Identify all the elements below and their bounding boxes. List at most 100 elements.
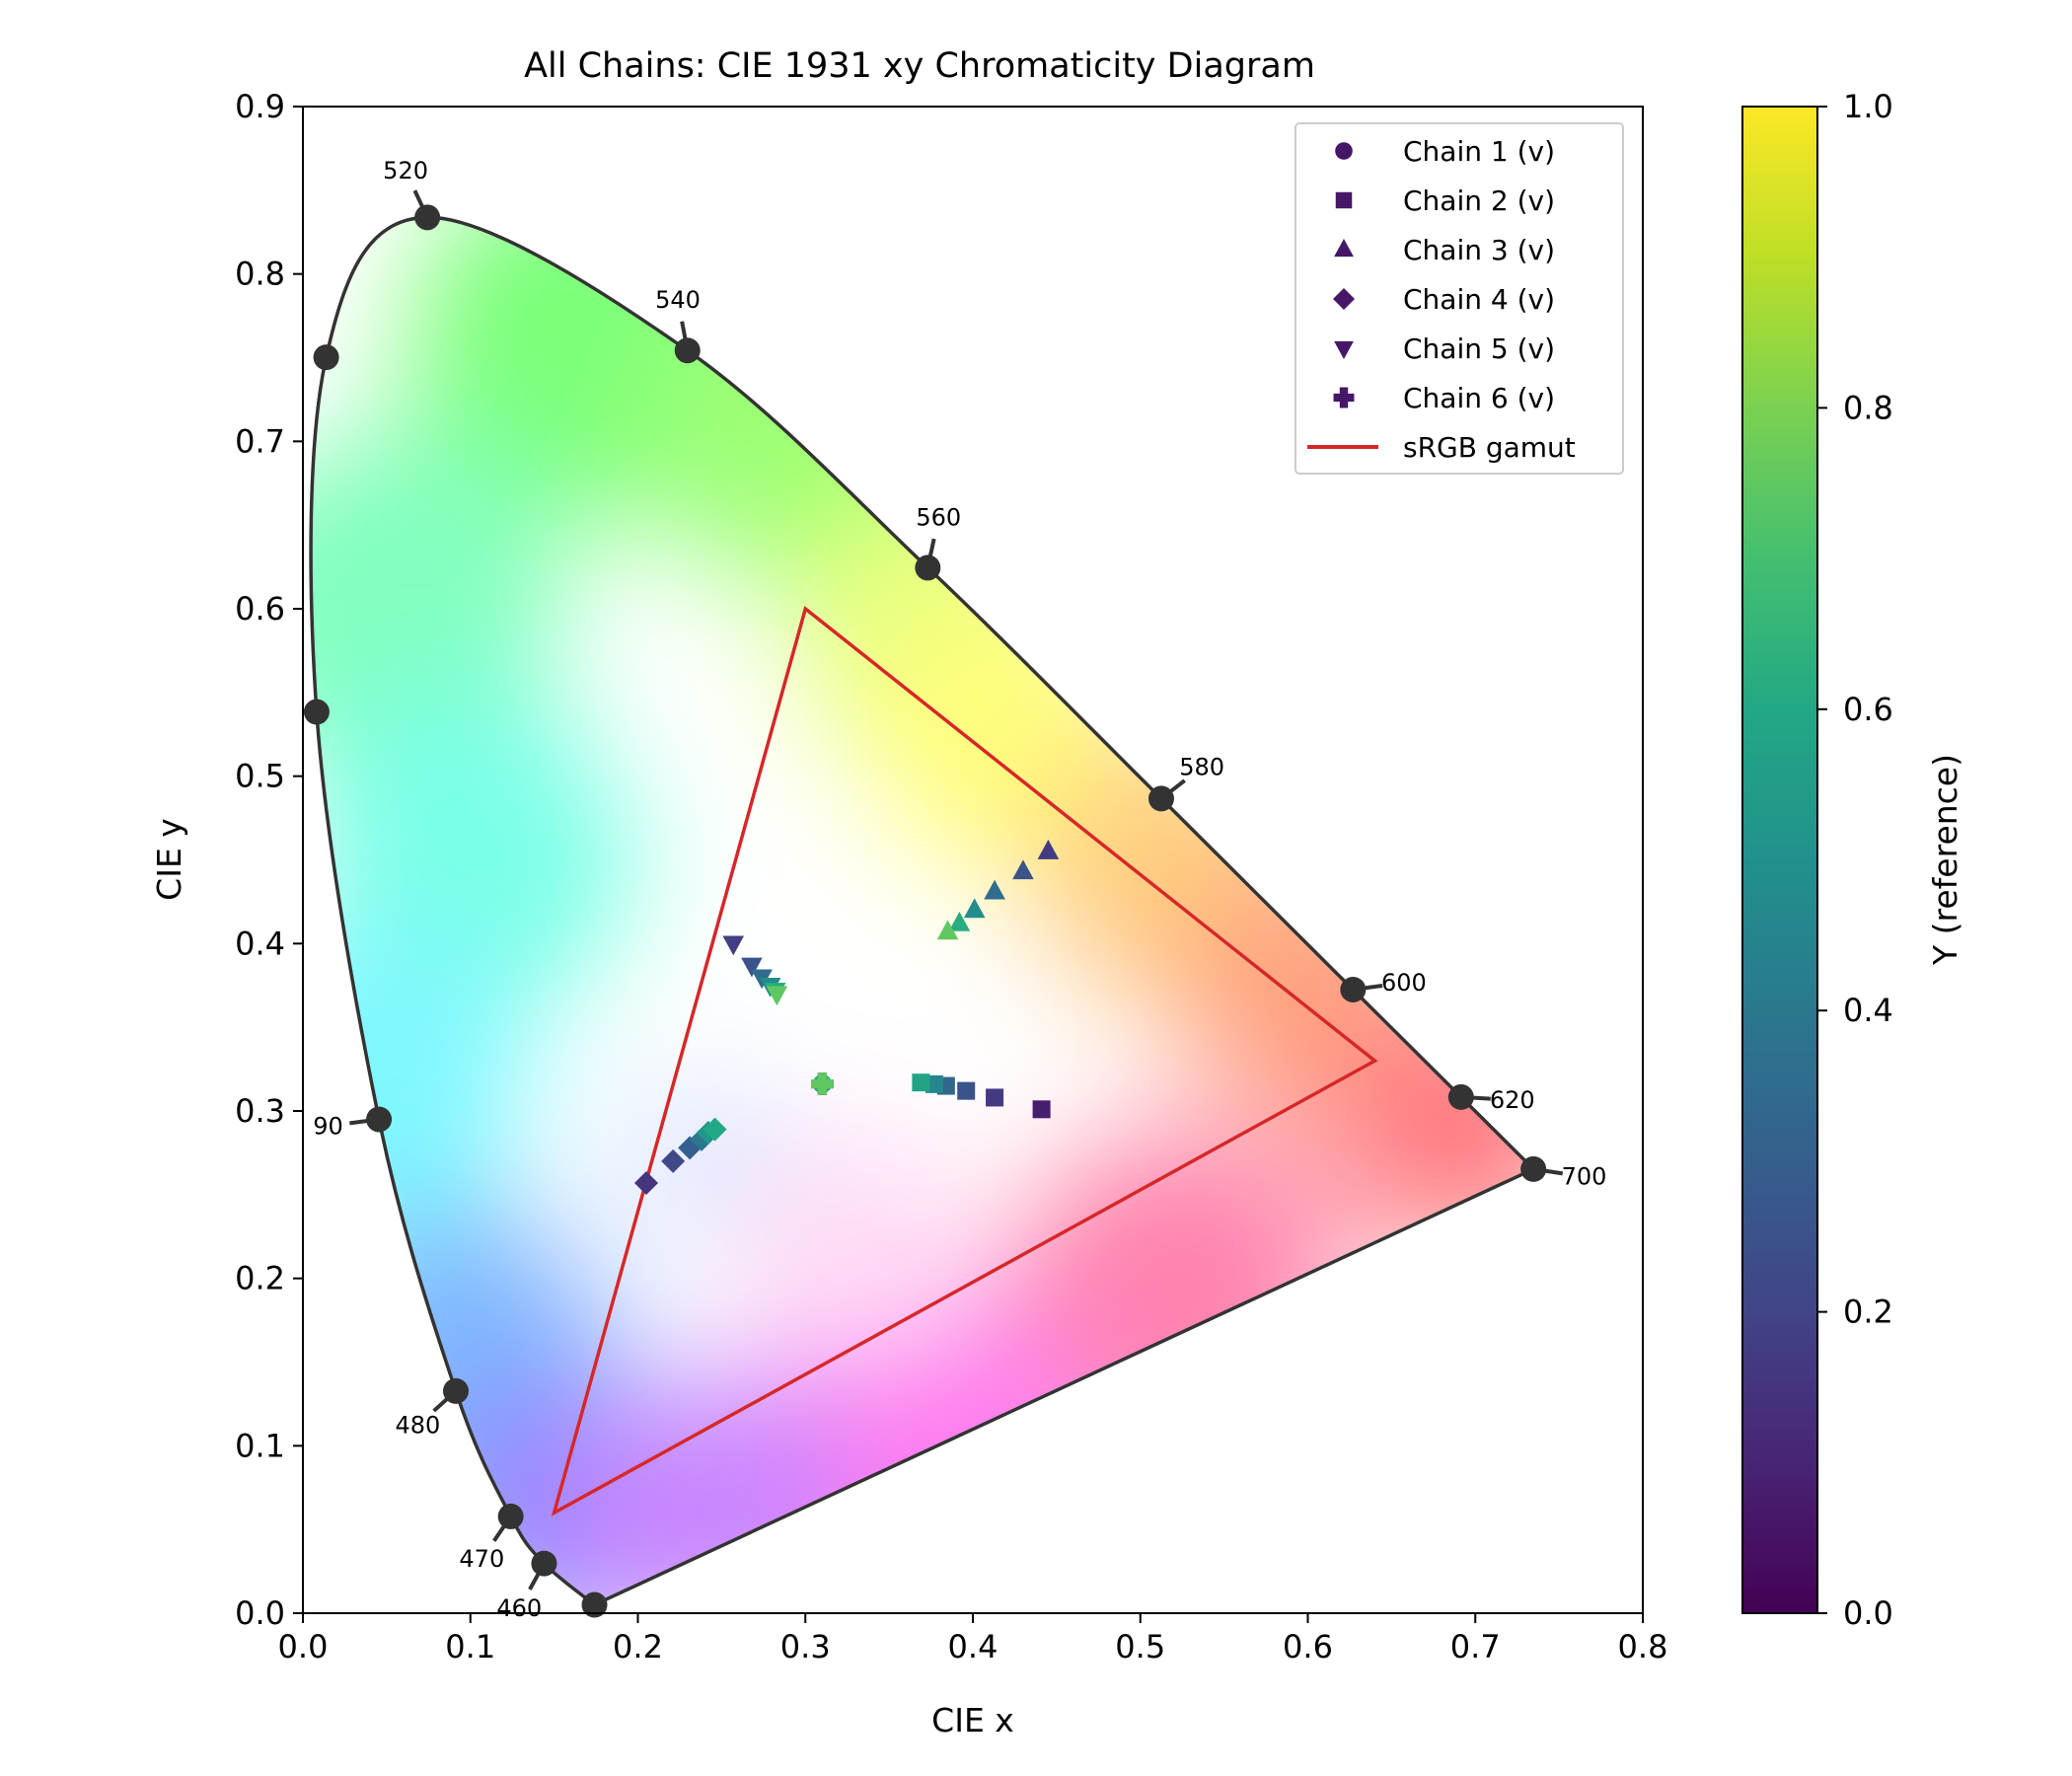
colorbar-tick-label: 0.0 <box>1843 1594 1893 1632</box>
wavelength-marker <box>1340 976 1367 1002</box>
wavelength-marker <box>674 337 701 364</box>
wavelength-marker <box>414 204 441 231</box>
wavelength-marker <box>442 1377 469 1404</box>
legend-item-chain-5: Chain 5 (v) <box>1334 333 1555 365</box>
x-tick-label: 0.7 <box>1450 1628 1501 1665</box>
y-tick-label: 0.8 <box>235 256 285 293</box>
spectral-locus-outline <box>309 215 1537 1607</box>
series-chain-6 <box>810 1073 834 1095</box>
colorbar-ticks: 0.0 0.2 0.4 0.6 0.8 1.0 <box>1817 88 1893 1632</box>
wavelength-label: 600 <box>1381 969 1427 997</box>
data-point <box>722 935 745 956</box>
x-tick-label: 0.2 <box>613 1628 663 1665</box>
data-point <box>912 1073 930 1092</box>
legend-item-srgb-gamut: sRGB gamut <box>1307 431 1576 464</box>
series-chain-5 <box>722 935 788 1006</box>
colorbar-tick-label: 0.6 <box>1843 691 1893 728</box>
wavelength-marker <box>531 1550 557 1577</box>
legend-marker <box>1334 340 1354 359</box>
y-tick-label: 0.5 <box>235 758 285 795</box>
legend-box <box>1295 122 1624 475</box>
legend: Chain 1 (v) Chain 2 (v) Chain 3 (v) Chain 4… <box>1295 122 1624 475</box>
colorbar-label: Y (reference) <box>1926 754 1964 966</box>
wavelength-label: 90 <box>313 1112 343 1140</box>
data-point <box>925 1074 943 1093</box>
data-point <box>1037 840 1060 859</box>
legend-label: Chain 1 (v) <box>1403 135 1555 168</box>
legend-item-chain-4: Chain 4 (v) <box>1333 283 1555 316</box>
data-point <box>661 1148 686 1173</box>
data-point <box>963 898 986 919</box>
x-axis-label: CIE x <box>931 1701 1014 1739</box>
wavelength-marker <box>497 1503 524 1529</box>
data-point <box>1012 859 1034 880</box>
x-tick-label: 0.0 <box>278 1628 329 1665</box>
y-tick-label: 0.4 <box>235 925 285 962</box>
y-tick-label: 0.0 <box>235 1594 285 1632</box>
wavelength-marker <box>1447 1083 1474 1110</box>
colorbar-tick-label: 0.2 <box>1843 1294 1893 1331</box>
y-tick-label: 0.9 <box>235 88 285 125</box>
y-tick-label: 0.2 <box>235 1260 285 1297</box>
legend-marker <box>1333 288 1355 310</box>
x-axis-ticks: 0.0 0.1 0.2 0.3 0.4 0.5 0.6 0.7 0.8 <box>278 1613 1668 1665</box>
colorbar: 0.0 0.2 0.4 0.6 0.8 1.0 Y (reference) <box>1741 88 1964 1632</box>
locus-marker <box>313 344 339 371</box>
x-tick-label: 0.5 <box>1115 1628 1165 1665</box>
data-series <box>633 840 1060 1195</box>
locus-marker <box>303 699 330 725</box>
x-tick-label: 0.1 <box>445 1628 495 1665</box>
legend-label: Chain 4 (v) <box>1403 283 1555 316</box>
data-point <box>1032 1100 1051 1119</box>
locus-marker <box>581 1591 608 1618</box>
chart-title: All Chains: CIE 1931 xy Chromaticity Dia… <box>524 46 1315 86</box>
data-point <box>766 986 788 1006</box>
wavelength-label: 520 <box>383 157 428 185</box>
x-tick-label: 0.8 <box>1618 1628 1668 1665</box>
series-chain-4 <box>633 1117 727 1195</box>
wavelength-label: 480 <box>395 1412 440 1440</box>
data-point <box>948 911 971 931</box>
legend-marker <box>1333 387 1355 408</box>
legend-item-chain-2: Chain 2 (v) <box>1335 185 1555 217</box>
wavelength-label: 560 <box>916 504 961 532</box>
wavelength-marker <box>1520 1155 1547 1182</box>
legend-marker <box>1335 191 1353 209</box>
wavelength-label: 700 <box>1562 1163 1607 1191</box>
wavelength-label: 620 <box>1490 1086 1535 1114</box>
wavelength-label: 460 <box>496 1594 542 1622</box>
y-tick-label: 0.7 <box>235 422 285 460</box>
data-point <box>741 957 763 978</box>
wavelength-label: 470 <box>459 1545 504 1573</box>
legend-label: sRGB gamut <box>1403 431 1576 464</box>
wavelength-marker <box>1147 785 1174 812</box>
y-tick-label: 0.6 <box>235 590 285 628</box>
wavelength-label: 580 <box>1179 754 1224 781</box>
legend-label: Chain 6 (v) <box>1403 382 1555 414</box>
wavelength-markers: 460 470 480 90 520 540 560 580 600 620 700 <box>303 157 1607 1622</box>
data-point <box>810 1073 834 1095</box>
y-tick-label: 0.3 <box>235 1092 285 1130</box>
wavelength-marker <box>366 1106 393 1133</box>
data-point <box>633 1170 658 1195</box>
colorbar-tick-label: 1.0 <box>1843 88 1893 125</box>
srgb-gamut-triangle <box>551 605 1378 1517</box>
data-point <box>936 920 959 940</box>
legend-label: Chain 3 (v) <box>1403 234 1555 266</box>
legend-marker <box>1334 239 1354 258</box>
series-chain-2 <box>912 1073 1051 1119</box>
x-tick-label: 0.3 <box>780 1628 831 1665</box>
legend-label: Chain 5 (v) <box>1403 333 1555 365</box>
x-tick-label: 0.4 <box>948 1628 999 1665</box>
x-tick-label: 0.6 <box>1283 1628 1333 1665</box>
y-axis-ticks: 0.0 0.1 0.2 0.3 0.4 0.5 0.6 0.7 0.8 0.9 <box>235 88 303 1632</box>
legend-marker <box>1335 142 1353 160</box>
data-point <box>984 879 1005 900</box>
legend-label: Chain 2 (v) <box>1403 185 1555 217</box>
colorbar-gradient <box>1741 106 1818 1614</box>
data-point <box>986 1088 1004 1107</box>
y-axis-label: CIE y <box>150 818 188 901</box>
wavelength-label: 540 <box>655 286 701 314</box>
legend-item-chain-6: Chain 6 (v) <box>1333 382 1555 414</box>
